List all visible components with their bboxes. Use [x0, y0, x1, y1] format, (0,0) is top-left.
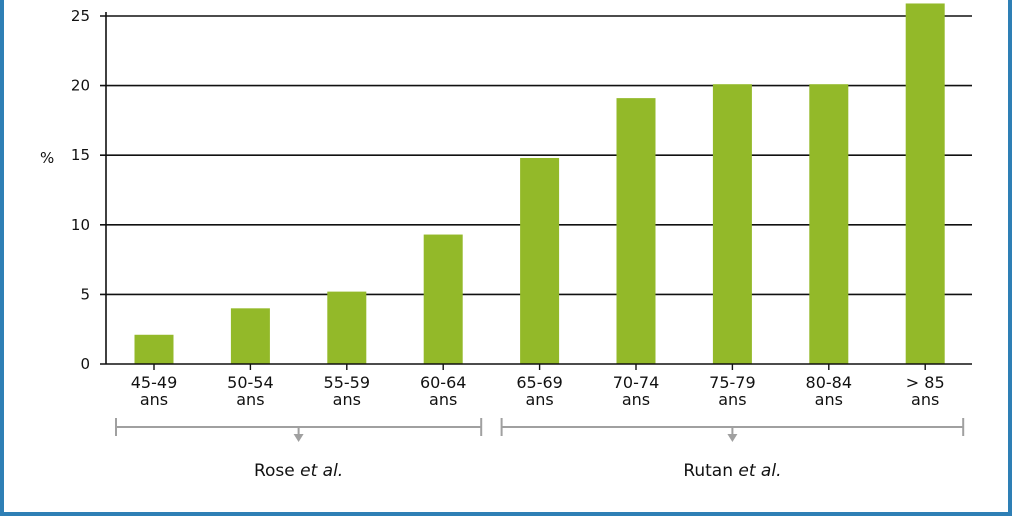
y-tick-label: 20	[71, 77, 90, 95]
x-tick-label: ans	[911, 390, 939, 409]
y-tick-label: 15	[71, 146, 90, 164]
x-tick-label: ans	[525, 390, 553, 409]
x-axis-labels: 45-49ans50-54ans55-59ans60-64ans65-69ans…	[131, 373, 945, 409]
x-tick-label: 80-84	[806, 373, 853, 392]
x-tick-label: ans	[429, 390, 457, 409]
x-tick-label: 50-54	[227, 373, 274, 392]
x-tick-label: > 85	[906, 373, 945, 392]
bar	[616, 98, 656, 365]
bar	[327, 291, 367, 364]
x-tick-label: ans	[140, 390, 168, 409]
y-tick-label: 0	[80, 355, 90, 373]
down-arrow-icon	[293, 434, 304, 442]
bar	[230, 308, 270, 364]
x-tick-label: ans	[333, 390, 361, 409]
y-tick-label: 5	[80, 285, 90, 303]
axes	[100, 12, 972, 370]
source-groups: Rose et al. Rutan et al.	[115, 418, 965, 481]
bar	[712, 84, 752, 364]
y-axis-label: %	[40, 149, 54, 167]
group-label: Rutan et al.	[683, 461, 781, 481]
y-tick-label: 10	[71, 216, 90, 234]
bars	[134, 3, 945, 365]
x-tick-label: ans	[718, 390, 746, 409]
x-tick-label: ans	[815, 390, 843, 409]
bar	[809, 84, 849, 364]
x-tick-label: 65-69	[516, 373, 563, 392]
bar	[423, 234, 463, 364]
x-tick-label: 75-79	[709, 373, 756, 392]
x-tick-label: 45-49	[131, 373, 178, 392]
x-tick-label: ans	[236, 390, 264, 409]
x-tick-label: 55-59	[324, 373, 371, 392]
group-label: Rose et al.	[254, 461, 343, 481]
down-arrow-icon	[727, 434, 738, 442]
x-tick-label: 70-74	[613, 373, 660, 392]
bar	[134, 334, 174, 364]
bar	[905, 3, 945, 365]
x-tick-label: ans	[622, 390, 650, 409]
y-axis-ticks: 0 5 10 15 20 25	[71, 7, 90, 373]
y-tick-label: 25	[71, 7, 90, 25]
x-tick-label: 60-64	[420, 373, 467, 392]
bar	[520, 157, 560, 364]
